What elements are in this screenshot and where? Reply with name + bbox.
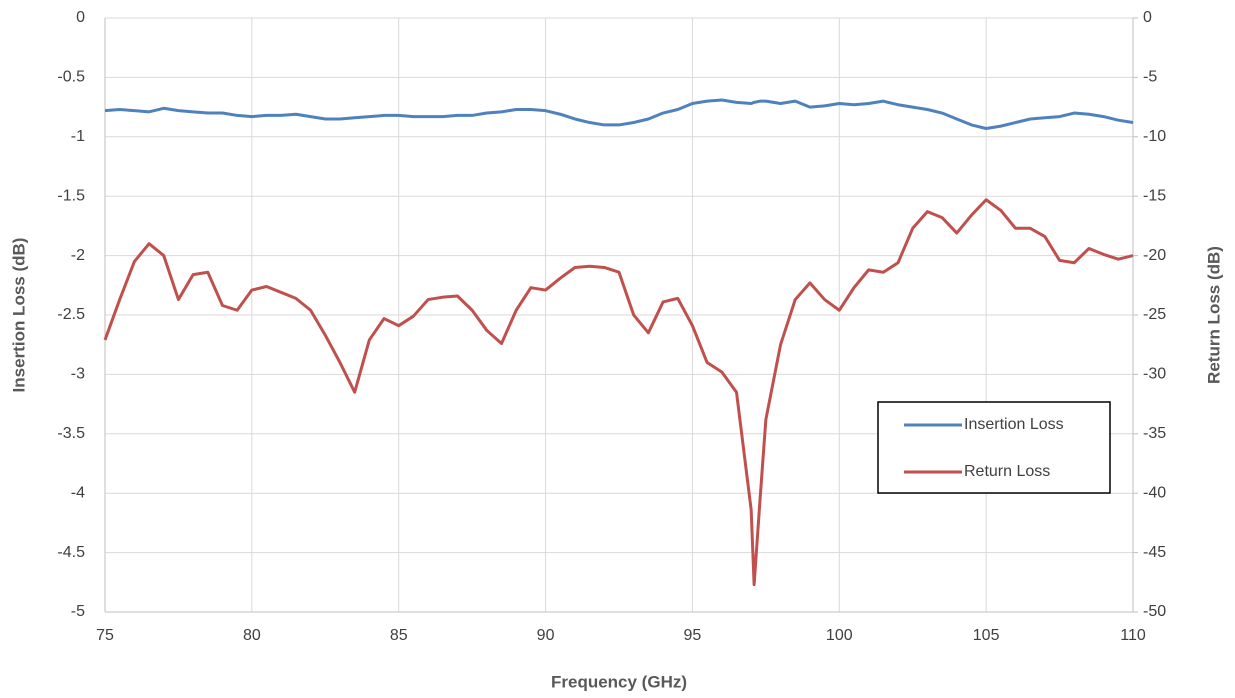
legend-box xyxy=(877,401,1111,494)
x-tick-label: 85 xyxy=(390,627,408,644)
y-tick-label: -0.5 xyxy=(57,69,85,86)
y-tick-label: -2 xyxy=(71,247,85,264)
y2-tick-label: -30 xyxy=(1143,366,1166,383)
x-tick-label: 105 xyxy=(973,627,1000,644)
x-tick-label: 80 xyxy=(243,627,261,644)
x-tick-label: 100 xyxy=(826,627,853,644)
y2-tick-label: -15 xyxy=(1143,187,1166,204)
y-tick-label: -3 xyxy=(71,366,85,383)
y-tick-label: -3.5 xyxy=(57,425,85,442)
x-tick-label: 90 xyxy=(537,627,555,644)
series-line xyxy=(104,98,1134,130)
y-axis-title: Insertion Loss (dB) xyxy=(9,238,28,393)
x-tick-label: 95 xyxy=(684,627,702,644)
y-tick-label: -4.5 xyxy=(57,544,85,561)
y-tick-label: 0 xyxy=(76,9,85,26)
y2-tick-label: -50 xyxy=(1143,603,1166,620)
y2-tick-label: -20 xyxy=(1143,247,1166,264)
y2-tick-label: -35 xyxy=(1143,425,1166,442)
x-tick-label: 75 xyxy=(96,627,114,644)
y2-tick-label: -5 xyxy=(1143,69,1157,86)
y2-tick-label: 0 xyxy=(1143,9,1152,26)
y-tick-label: -1 xyxy=(71,128,85,145)
legend-label: Return Loss xyxy=(964,463,1050,480)
y-tick-label: -1.5 xyxy=(57,187,85,204)
legend-label: Insertion Loss xyxy=(964,416,1064,433)
series-line xyxy=(103,198,1134,587)
x-tick-label: 110 xyxy=(1120,627,1146,644)
y2-axis-title: Return Loss (dB) xyxy=(1204,246,1223,384)
y-tick-label: -4 xyxy=(71,484,85,501)
y2-tick-label: -40 xyxy=(1143,484,1166,501)
y2-tick-label: -10 xyxy=(1143,128,1166,145)
y-tick-label: -5 xyxy=(71,603,85,620)
y2-tick-label: -45 xyxy=(1143,544,1166,561)
x-axis-title: Frequency (GHz) xyxy=(551,672,687,691)
y-tick-label: -2.5 xyxy=(57,306,85,323)
y2-tick-label: -25 xyxy=(1143,306,1166,323)
